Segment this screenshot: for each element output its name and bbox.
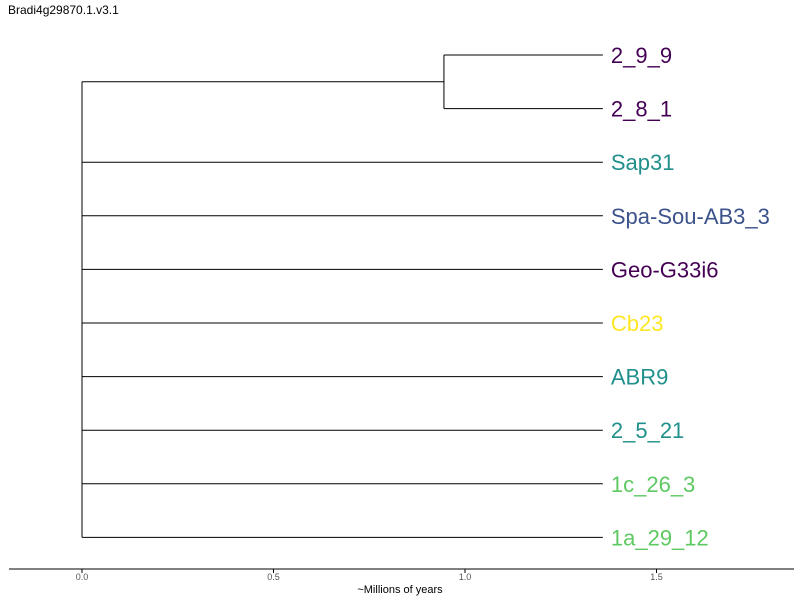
tip-label: Spa-Sou-AB3_3 <box>611 204 770 229</box>
x-tick-label: 1.5 <box>650 572 663 582</box>
x-tick-label: 1.0 <box>459 572 472 582</box>
x-tick-label: 0.0 <box>76 572 89 582</box>
tree-title: Bradi4g29870.1.v3.1 <box>8 3 119 17</box>
tip-label: 1a_29_12 <box>611 525 709 550</box>
x-axis: 0.0 0.5 1.0 1.5 <box>9 568 794 582</box>
tip-label: 2_9_9 <box>611 43 672 68</box>
tip-label: 1c_26_3 <box>611 472 695 497</box>
tip-label: ABR9 <box>611 365 668 390</box>
tip-label: 2_5_21 <box>611 418 684 443</box>
x-tick-label: 0.5 <box>267 572 280 582</box>
tip-label: Cb23 <box>611 311 664 336</box>
x-axis-label: ~Millions of years <box>357 584 443 596</box>
tip-label: 2_8_1 <box>611 97 672 122</box>
tip-labels: 2_9_9 2_8_1 Sap31 Spa-Sou-AB3_3 Geo-G33i6 Cb2… <box>611 43 770 550</box>
tree-branches <box>81 54 603 538</box>
tip-label: Geo-G33i6 <box>611 257 719 282</box>
tip-label: Sap31 <box>611 150 675 175</box>
